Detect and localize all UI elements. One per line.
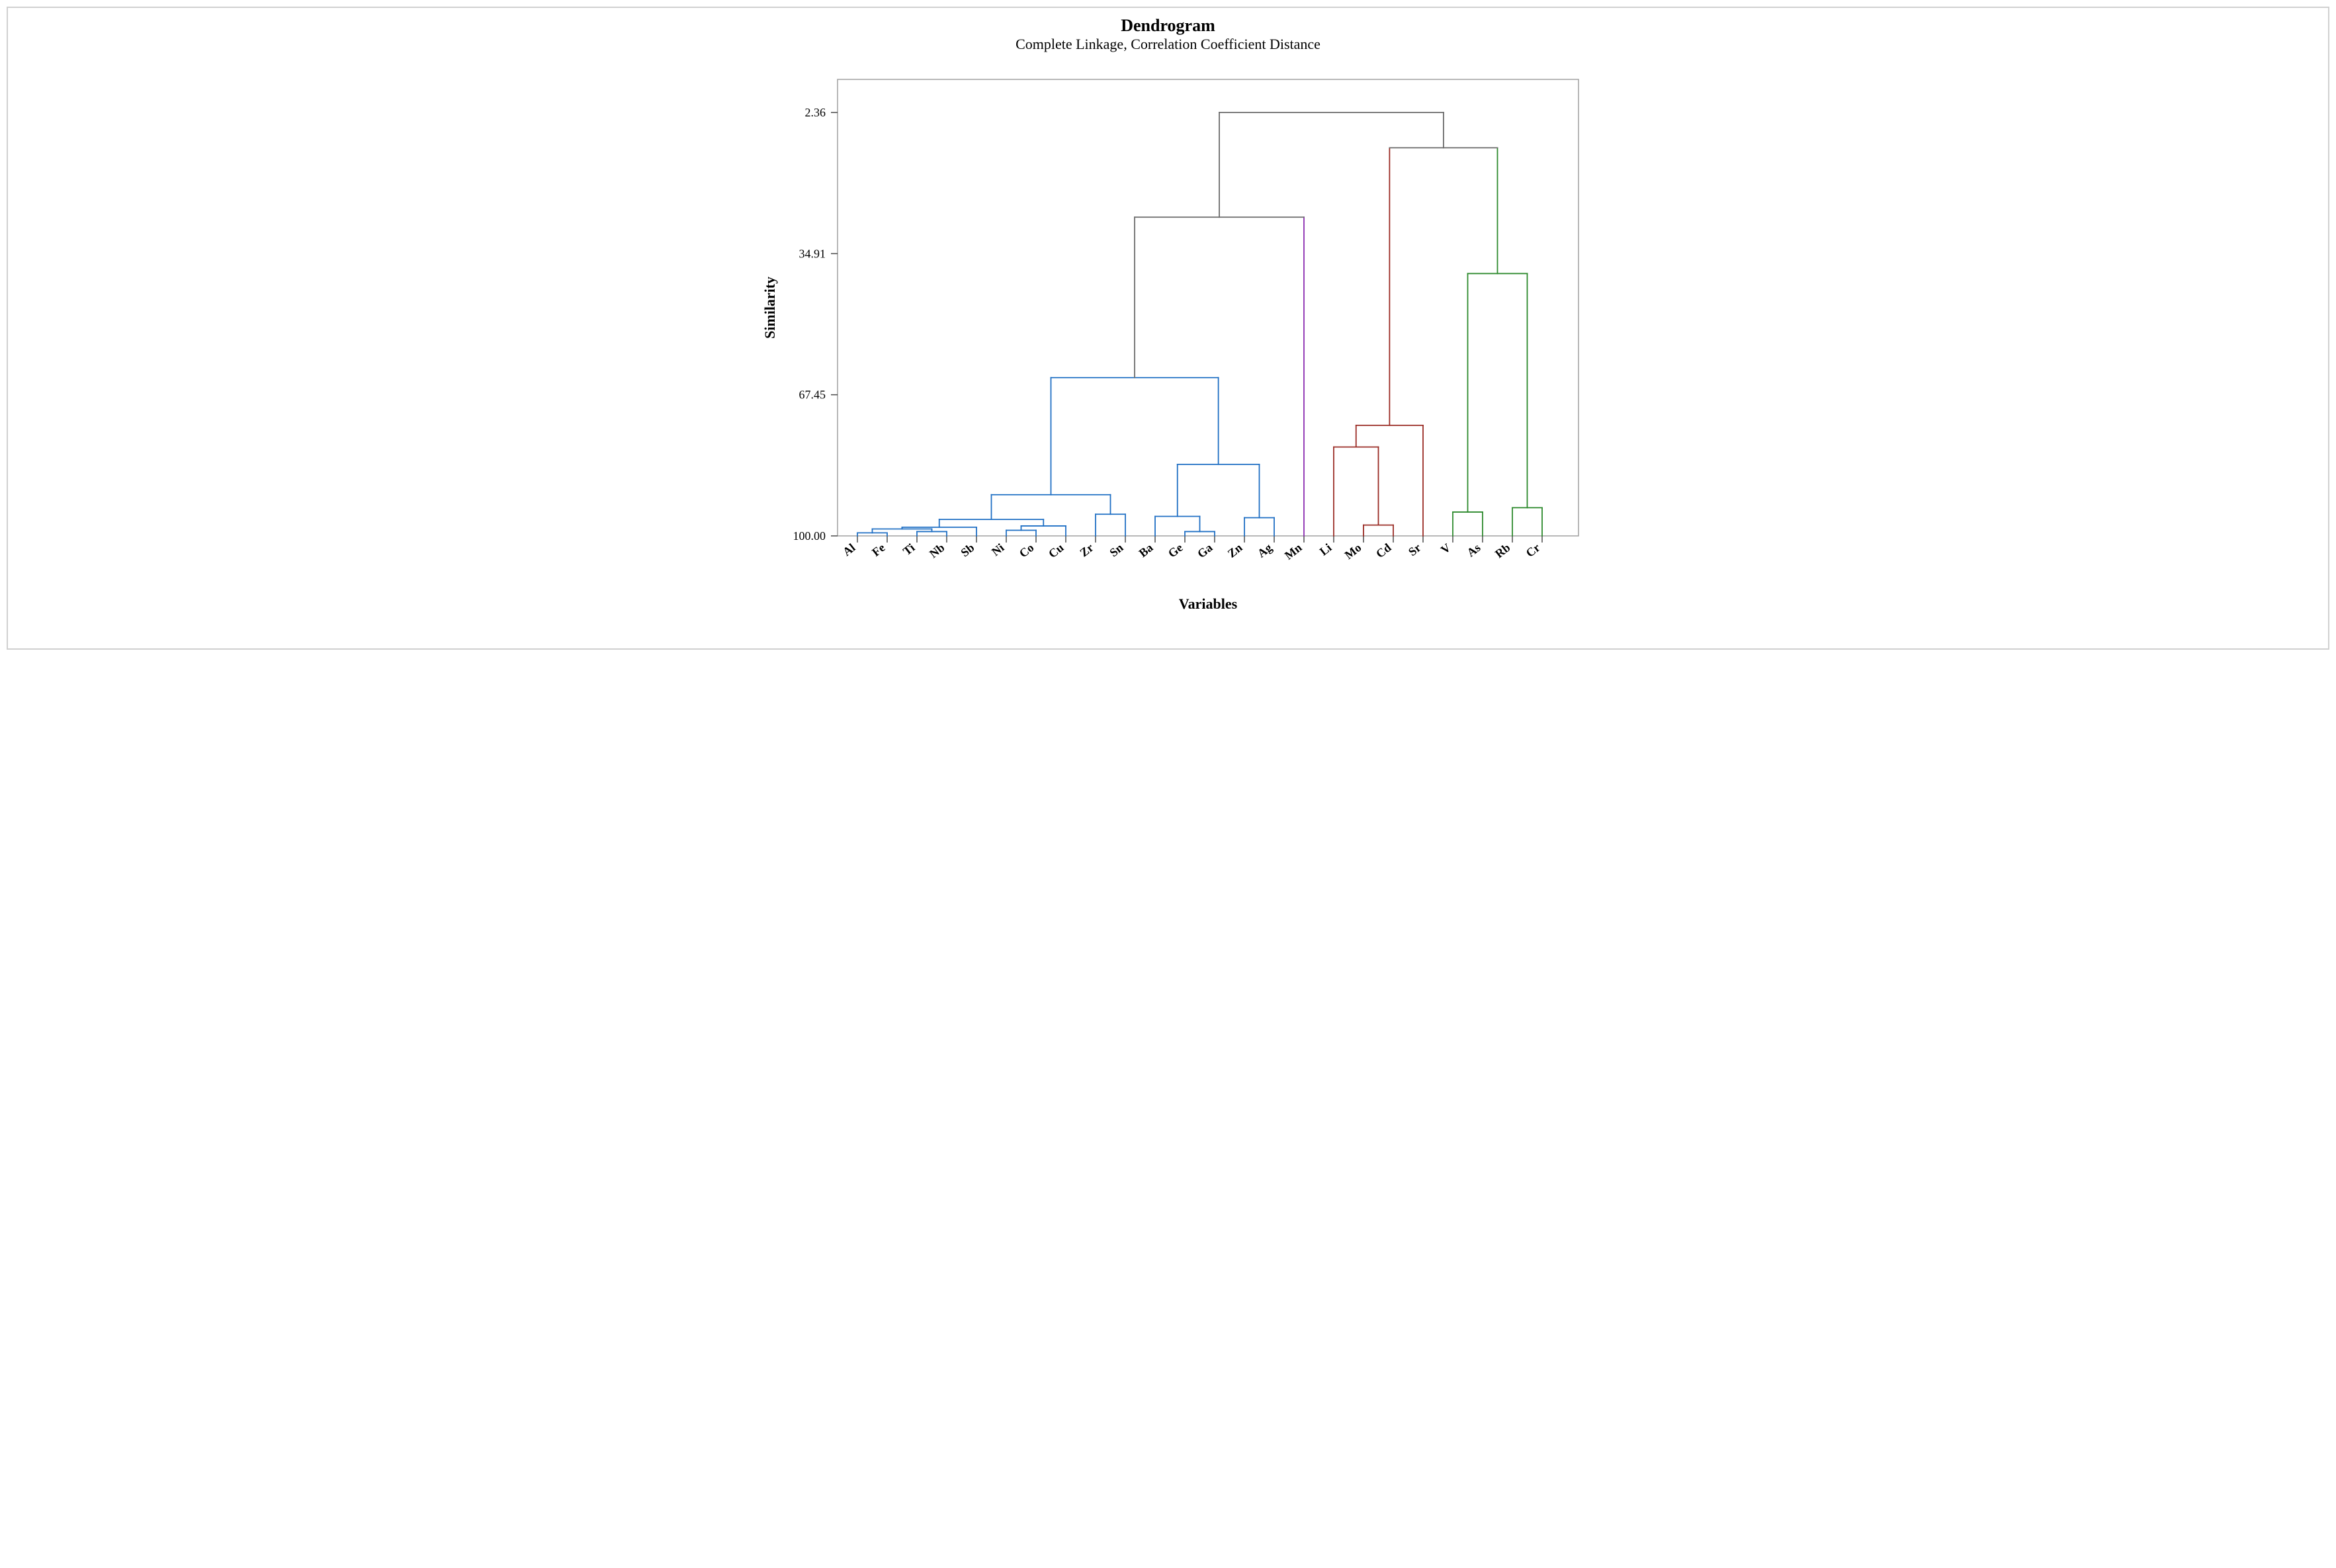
leaf-label: As — [1464, 541, 1483, 559]
leaf-label: V — [1438, 541, 1453, 556]
leaf-label: Mo — [1342, 541, 1363, 562]
svg-text:Variables: Variables — [1178, 595, 1237, 612]
leaf-label: Ge — [1165, 541, 1185, 560]
leaf-label: Zn — [1225, 541, 1244, 560]
leaf-label: Fe — [869, 541, 887, 558]
leaf-label: Ti — [900, 541, 916, 558]
leaf-label: Co — [1016, 541, 1036, 560]
leaf-label: Sn — [1107, 541, 1125, 559]
leaf-label: Rb — [1492, 541, 1512, 560]
leaf-label: Cr — [1523, 541, 1542, 560]
leaf-label: Li — [1317, 541, 1334, 558]
svg-text:67.45: 67.45 — [799, 388, 826, 402]
leaf-label: Ag — [1254, 541, 1274, 560]
svg-text:2.36: 2.36 — [804, 106, 826, 119]
leaf-label: Nb — [927, 541, 947, 560]
leaf-label: Zr — [1077, 541, 1096, 559]
leaf-label: Ga — [1195, 541, 1215, 560]
chart-subtitle: Complete Linkage, Correlation Coefficien… — [21, 36, 2315, 53]
svg-text:100.00: 100.00 — [793, 529, 826, 543]
dendrogram-plot: 2.36 34.91 67.45 100.00 Similarity Al Fe Ti Nb Sb… — [705, 60, 1631, 635]
leaf-label: Sb — [958, 541, 976, 559]
leaf-label: Sr — [1405, 541, 1423, 558]
leaf-label: Cu — [1046, 541, 1066, 560]
leaf-label: Al — [840, 541, 857, 558]
leaf-label: Ba — [1136, 541, 1155, 560]
svg-text:34.91: 34.91 — [799, 247, 826, 260]
svg-text:Similarity: Similarity — [761, 277, 778, 339]
chart-title: Dendrogram — [21, 16, 2315, 36]
leaf-label: Cd — [1373, 541, 1393, 560]
figure-frame: Dendrogram Complete Linkage, Correlation… — [7, 7, 2329, 650]
leaf-label: Mn — [1281, 541, 1304, 562]
leaf-label: Ni — [988, 541, 1006, 558]
